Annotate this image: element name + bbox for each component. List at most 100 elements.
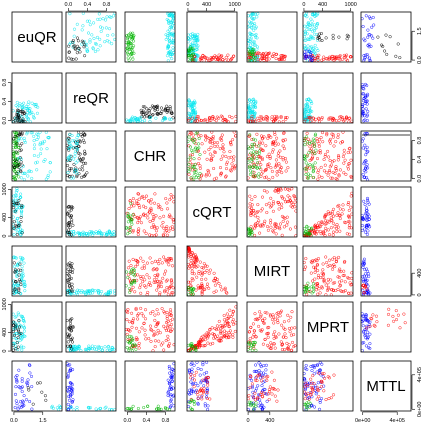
data-point — [189, 53, 194, 57]
data-point — [195, 47, 199, 52]
data-point — [347, 208, 351, 212]
data-point — [289, 315, 293, 319]
data-point — [76, 39, 80, 43]
data-point — [129, 120, 133, 123]
data-point — [150, 113, 154, 117]
data-point — [247, 145, 250, 149]
data-point — [324, 255, 328, 259]
data-point — [68, 363, 72, 367]
data-point — [227, 315, 231, 319]
data-point — [144, 285, 148, 289]
data-point — [127, 320, 131, 324]
data-point — [320, 58, 324, 62]
data-point — [169, 384, 173, 388]
data-point — [99, 230, 103, 234]
data-point — [363, 39, 367, 43]
data-point — [18, 262, 22, 266]
data-point — [19, 205, 24, 209]
panel-MTTL-vs-cQRT — [186, 360, 238, 412]
data-point — [258, 58, 262, 62]
data-point — [247, 343, 250, 347]
data-point — [109, 408, 114, 411]
data-point — [254, 101, 258, 105]
data-point — [195, 115, 199, 119]
data-point — [260, 207, 264, 211]
data-point — [212, 166, 216, 171]
data-point — [269, 341, 273, 345]
data-point — [247, 157, 251, 161]
data-point — [331, 288, 336, 293]
data-point — [365, 94, 369, 98]
data-point — [75, 136, 79, 140]
data-point — [19, 325, 23, 329]
data-point — [253, 226, 257, 230]
data-point — [251, 12, 255, 16]
data-point — [306, 97, 310, 102]
data-point — [212, 140, 216, 145]
data-point — [251, 335, 255, 339]
data-point — [329, 278, 333, 282]
data-point — [211, 137, 215, 141]
data-point — [303, 35, 307, 39]
data-point — [336, 275, 340, 279]
data-point — [75, 51, 79, 55]
data-point — [193, 119, 197, 123]
data-point — [127, 207, 131, 211]
data-point — [318, 291, 322, 295]
data-point — [304, 13, 308, 17]
data-point — [156, 328, 160, 332]
data-point — [187, 158, 190, 162]
data-point — [325, 133, 329, 137]
data-point — [43, 394, 47, 398]
data-point — [70, 218, 74, 222]
data-point — [372, 23, 376, 27]
data-point — [193, 260, 197, 264]
data-point — [336, 133, 340, 137]
data-point — [199, 379, 203, 383]
data-point — [13, 327, 17, 331]
data-point — [74, 142, 79, 146]
data-point — [68, 158, 72, 162]
data-point — [107, 40, 111, 44]
data-point — [68, 225, 72, 229]
panel-frame — [124, 11, 176, 63]
data-point — [288, 330, 292, 334]
data-point — [196, 32, 200, 36]
data-point — [273, 223, 277, 227]
data-point — [316, 283, 320, 288]
data-point — [364, 153, 368, 157]
data-point — [215, 280, 219, 284]
data-point — [96, 48, 100, 52]
data-point — [139, 221, 143, 225]
data-point — [192, 44, 196, 48]
data-point — [15, 159, 19, 163]
data-point — [313, 32, 317, 36]
data-point — [342, 269, 346, 273]
data-point — [13, 268, 17, 272]
data-point — [328, 211, 332, 215]
data-point — [17, 405, 21, 409]
data-point — [193, 256, 198, 260]
data-point — [307, 397, 311, 401]
data-point — [321, 268, 325, 272]
data-point — [32, 147, 36, 151]
data-point — [277, 332, 281, 336]
data-point — [68, 154, 72, 158]
data-point — [252, 39, 256, 43]
data-point — [156, 285, 160, 289]
data-point — [324, 398, 328, 402]
data-point — [161, 220, 165, 224]
data-point — [13, 326, 17, 330]
data-point — [281, 335, 285, 339]
data-point — [304, 404, 308, 408]
panel-MIRT-vs-MPRT — [302, 245, 354, 297]
panel-MIRT-vs-euQR — [11, 245, 63, 297]
data-point — [20, 265, 24, 269]
data-point — [68, 344, 72, 348]
data-point — [70, 347, 74, 351]
data-point — [271, 387, 275, 391]
data-point — [340, 140, 345, 144]
data-point — [330, 176, 334, 180]
data-point — [329, 216, 333, 220]
data-point — [327, 155, 331, 159]
